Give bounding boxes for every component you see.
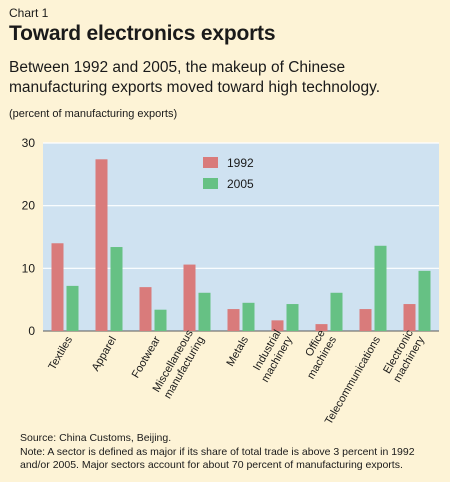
- legend-label-1992: 1992: [227, 156, 254, 170]
- bar-2005: [66, 285, 79, 331]
- plot-area: [43, 143, 439, 331]
- bar-1992: [227, 309, 240, 331]
- footnote: Note: A sector is defined as major if it…: [20, 446, 415, 471]
- source-note: Source: China Customs, Beijing.: [20, 432, 172, 444]
- x-tick-label: Apparel: [90, 335, 119, 374]
- unit-note: (percent of manufacturing exports): [9, 108, 178, 120]
- bar-2005: [198, 292, 211, 331]
- bar-2005: [154, 309, 167, 331]
- x-tick-label: Metals: [224, 334, 251, 368]
- bar-2005: [286, 304, 299, 331]
- bar-1992: [95, 159, 108, 331]
- bar-1992: [403, 304, 416, 331]
- y-tick-label: 10: [22, 261, 36, 275]
- bar-1992: [359, 309, 372, 331]
- legend-swatch-1992: [203, 157, 218, 168]
- x-category-label: Apparel: [90, 335, 119, 374]
- y-tick-label: 20: [22, 199, 36, 213]
- legend-label-2005: 2005: [227, 177, 254, 191]
- chart-subtitle: Between 1992 and 2005, the makeup of Chi…: [9, 59, 381, 96]
- bar-1992: [315, 324, 328, 331]
- bar-2005: [330, 292, 343, 331]
- x-category-label: Metals: [224, 334, 251, 368]
- chart-title: Toward electronics exports: [9, 22, 276, 45]
- bar-1992: [271, 320, 284, 331]
- legend-swatch-2005: [203, 178, 218, 189]
- x-tick-label: Textiles: [46, 334, 75, 372]
- bar-2005: [418, 270, 431, 331]
- chart-label: Chart 1: [9, 6, 49, 20]
- x-category-label: Textiles: [46, 334, 75, 372]
- bar-1992: [139, 287, 152, 331]
- bar-1992: [51, 243, 64, 331]
- bar-2005: [242, 302, 255, 331]
- bar-2005: [374, 245, 387, 331]
- bar-1992: [183, 264, 196, 331]
- bar-2005: [110, 247, 123, 331]
- y-tick-label: 0: [28, 324, 35, 338]
- y-tick-label: 30: [22, 136, 36, 150]
